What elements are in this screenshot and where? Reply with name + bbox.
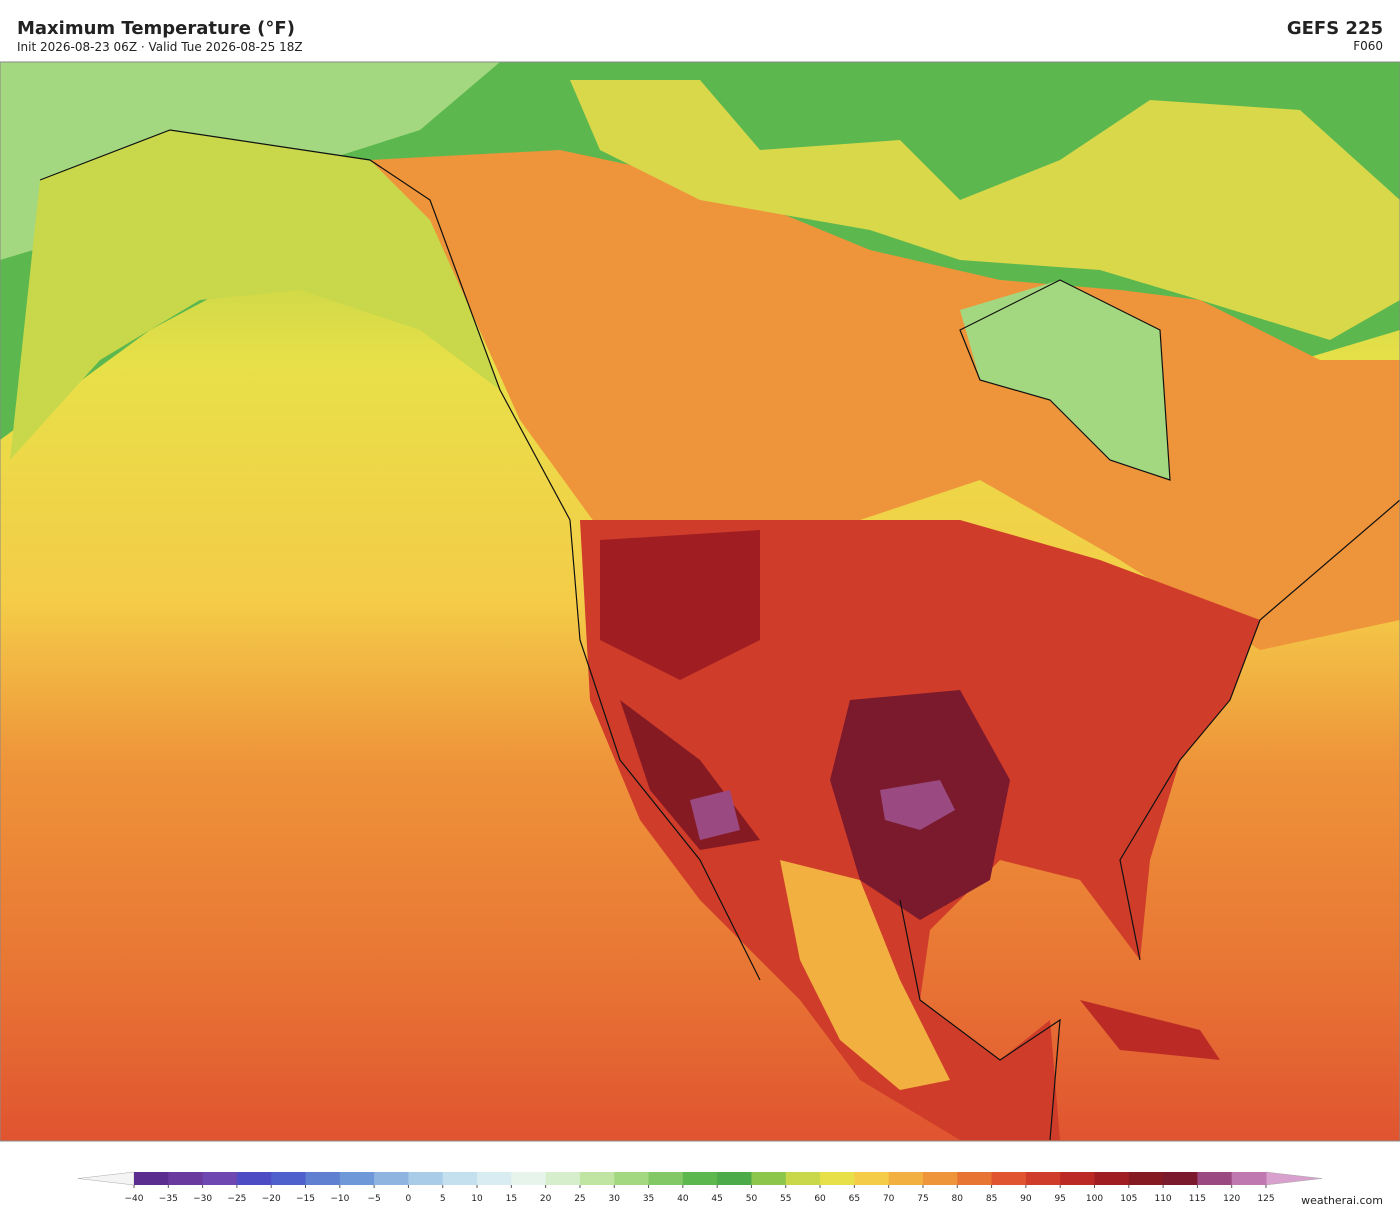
northern-rockies [600,530,760,680]
hot-spot-desert [690,790,740,840]
colorbar-tick-label: −35 [159,1194,178,1204]
colorbar-tick-label: 90 [1020,1194,1032,1204]
colorbar-tick-label: −10 [330,1194,349,1204]
colorbar-tick-label: 65 [849,1194,860,1204]
colorbar-tick-label: 95 [1054,1194,1065,1204]
alaska [10,130,500,460]
colorbar-swatch [271,1172,307,1185]
colorbar-swatch [477,1172,512,1185]
colorbar-tick-label: 115 [1189,1194,1206,1204]
cuba [1080,1000,1220,1060]
canadian-arctic [570,80,1400,340]
map [0,62,1400,1141]
colorbar-tick-label: 10 [471,1194,483,1204]
colorbar-swatch [1060,1172,1095,1185]
colorbar-tick-label: 30 [609,1194,621,1204]
colorbar-swatch [991,1172,1027,1185]
colorbar-swatch [579,1172,615,1185]
colorbar-swatch [1163,1172,1198,1185]
colorbar-tick-label: 120 [1223,1194,1240,1204]
model: GEFS 225 [1287,18,1383,39]
map-frame [0,61,1400,1142]
colorbar-swatch [236,1172,272,1185]
colorbar-swatch [545,1172,581,1185]
colorbar-swatch [888,1172,924,1185]
colorbar-tick-label: 70 [883,1194,895,1204]
colorbar-tick-label: −15 [296,1194,315,1204]
colorbar-tick-label: 15 [506,1194,517,1204]
colorbar-tick-label: 55 [780,1194,791,1204]
colorbar-swatch [1128,1172,1164,1185]
colorbar-tick-label: 35 [643,1194,654,1204]
colorbar-tick-label: 40 [677,1194,689,1204]
colorbar-swatch [1025,1172,1061,1185]
colorbar-tick-label: 45 [711,1194,722,1204]
hudson-bay [960,280,1170,480]
colorbar-swatch [202,1172,238,1185]
colorbar-swatch [682,1172,718,1185]
colorbar-tick-label: 25 [574,1194,585,1204]
colorbar-tick-label: −5 [367,1194,380,1204]
forecast-hour: F060 [1353,39,1383,53]
colorbar-swatch [305,1172,341,1185]
colorbar-tick-label: 105 [1120,1194,1137,1204]
colorbar-swatch [922,1172,958,1185]
colorbar-tick-label: 0 [406,1194,412,1204]
colorbar-tick-label: 125 [1257,1194,1274,1204]
colorbar-tick-label: 110 [1154,1194,1171,1204]
colorbar-swatch [1197,1172,1233,1185]
colorbar-swatch [751,1172,787,1185]
colorbar-tick-label: 75 [917,1194,928,1204]
colorbar-swatch [1094,1172,1130,1185]
colorbar-swatch [820,1172,855,1185]
colorbar-tick-label: −25 [227,1194,246,1204]
colorbar-swatch [785,1172,821,1185]
colorbar: −40 −35 −30 −25 −20 −15 −10 −5 0 5 10 15 20 25 30 35 40 4… [77,1171,1323,1204]
colorbar-tick-label: −40 [125,1194,144,1204]
colorbar-swatch [408,1172,444,1185]
colorbar-tick-label: −20 [262,1194,281,1204]
mexican-plateau [780,860,950,1090]
colorbar-swatch [442,1172,478,1185]
hot-spot-texas [880,780,955,830]
colorbar-under [77,1171,135,1186]
watermark: weatherai.com [1301,1194,1383,1207]
subtitle: Init 2026-08-23 06Z · Valid Tue 2026-08-… [17,40,303,54]
colorbar-tick-label: 85 [986,1194,997,1204]
coastlines [39,129,1400,1141]
colorbar-over [1265,1171,1323,1186]
colorbar-swatch [854,1172,890,1185]
colorbar-swatch [339,1172,375,1185]
colorbar-tick-label: 20 [540,1194,552,1204]
colorbar-swatch [614,1172,650,1185]
colorbar-tick-label: 60 [814,1194,826,1204]
colorbar-tick-label: 50 [746,1194,758,1204]
colorbar-swatch [957,1172,993,1185]
colorbar-swatch [511,1172,547,1185]
colorbar-tick-label: 5 [440,1194,446,1204]
colorbar-tick-label: −30 [193,1194,212,1204]
colorbar-tick-label: 80 [952,1194,964,1204]
colorbar-swatch [1231,1172,1267,1185]
colorbar-tick-label: 100 [1086,1194,1103,1204]
colorbar-swatch [717,1172,752,1185]
colorbar-swatch [168,1172,204,1185]
colorbar-swatch [134,1172,169,1185]
colorbar-swatch [374,1172,409,1185]
colorbar-swatch [648,1172,684,1185]
title: Maximum Temperature (°F) [17,18,295,39]
